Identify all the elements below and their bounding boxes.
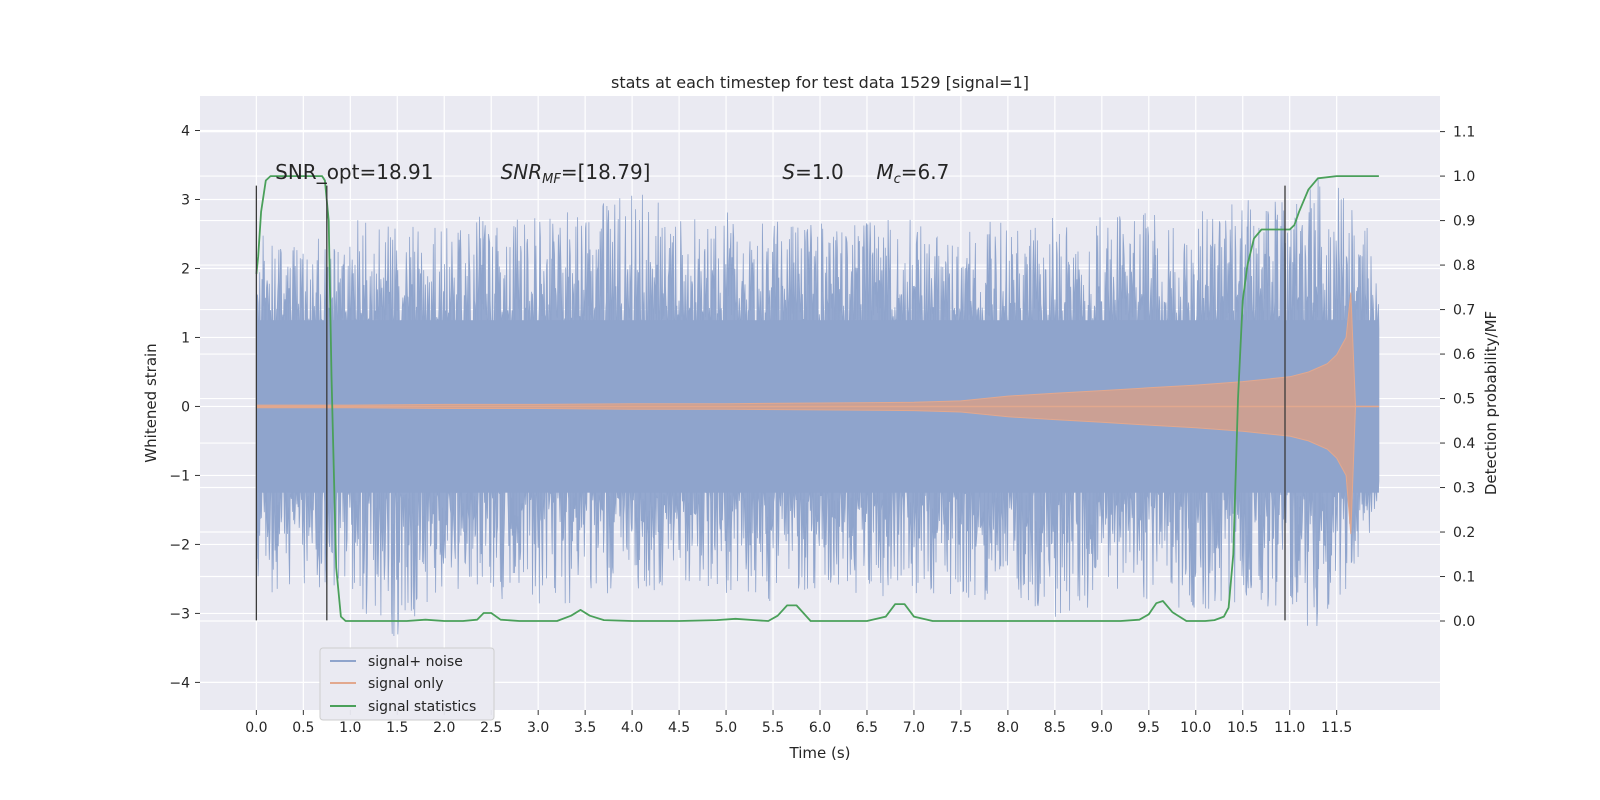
x-tick-label: 7.0 xyxy=(903,720,925,736)
y-right-axis-title: Detection probability/MF xyxy=(1482,311,1500,495)
y-tick-label: −3 xyxy=(169,606,190,622)
annotations: SNR_opt=18.91 SNRMF=[18.79] S=1.0 Mc=6.7 xyxy=(275,160,949,187)
x-tick-label: 10.0 xyxy=(1180,720,1211,736)
annotation-symbol: S xyxy=(782,160,795,184)
x-tick-label: 5.5 xyxy=(762,720,784,736)
x-tick-label: 6.5 xyxy=(856,720,878,736)
y-tick-label: −4 xyxy=(169,675,190,691)
x-tick-label: 5.0 xyxy=(715,720,737,736)
x-tick-label: 2.5 xyxy=(480,720,502,736)
annotation-value: =[18.79] xyxy=(561,160,651,184)
y-tick-label: 4 xyxy=(181,123,190,139)
x-tick-label: 8.5 xyxy=(1044,720,1066,736)
y-tick-label: −1 xyxy=(169,468,190,484)
annotation-subscript: MF xyxy=(542,172,561,187)
x-tick-label: 7.5 xyxy=(950,720,972,736)
x-tick-label: 6.0 xyxy=(809,720,831,736)
x-tick-label: 8.0 xyxy=(997,720,1019,736)
legend-label-signal-statistics: signal statistics xyxy=(368,699,476,715)
legend-box xyxy=(319,647,495,721)
x-tick-label: 11.0 xyxy=(1274,720,1305,736)
annotation-symbol: M xyxy=(876,160,893,184)
chart-title: stats at each timestep for test data 152… xyxy=(611,73,1029,92)
y-right-tick-label: 0.6 xyxy=(1453,347,1475,363)
x-tick-label: 3.5 xyxy=(574,720,596,736)
x-tick-label: 0.0 xyxy=(245,720,267,736)
y-tick-label: 2 xyxy=(181,261,190,277)
y-right-tick-label: 0.7 xyxy=(1453,303,1475,319)
y-tick-label: −2 xyxy=(169,537,190,553)
series-signal-statistics-line xyxy=(255,175,1379,622)
annotation-3: Mc=6.7 xyxy=(876,160,949,187)
y-right-tick-label: 0.0 xyxy=(1453,614,1475,630)
y-right-tick-label: 0.5 xyxy=(1453,392,1475,408)
x-tick-label: 3.0 xyxy=(527,720,549,736)
y-right-tick-label: 0.4 xyxy=(1453,436,1475,452)
x-tick-label: 2.0 xyxy=(433,720,455,736)
legend: signal+ noise signal only signal statist… xyxy=(319,647,495,721)
vertical-markers xyxy=(255,185,1286,621)
x-tick-label: 0.5 xyxy=(292,720,314,736)
y-right-tick-label: 0.1 xyxy=(1453,570,1475,586)
y-right-tick-label: 1.1 xyxy=(1453,125,1475,141)
x-tick-label: 9.5 xyxy=(1138,720,1160,736)
y-tick-label: 1 xyxy=(181,330,190,346)
series-group xyxy=(255,175,1380,637)
y-right-tick-label: 0.3 xyxy=(1453,481,1475,497)
x-tick-label: 10.5 xyxy=(1227,720,1258,736)
y-tick-label: 3 xyxy=(181,192,190,208)
annotation-2: S=1.0 xyxy=(782,160,843,184)
legend-label-signal-noise: signal+ noise xyxy=(368,654,463,670)
x-axis-title: Time (s) xyxy=(789,744,851,762)
annotation-value: =1.0 xyxy=(795,160,844,184)
annotation-subscript: c xyxy=(894,172,901,187)
y-right-tick-label: 0.8 xyxy=(1453,258,1475,274)
x-tick-label: 1.0 xyxy=(339,720,361,736)
y-tick-label: 0 xyxy=(181,399,190,415)
annotation-symbol: SNR xyxy=(501,160,543,184)
legend-label-signal-only: signal only xyxy=(368,676,443,692)
annotation-1: SNRMF=[18.79] xyxy=(501,160,651,187)
y-right-tick-label: 1.0 xyxy=(1453,169,1475,185)
axes: 0.0 0.5 1.0 1.5 2.0 2.5 3.0 3.5 4.0 4.5 5.0 5.5 6.0 6… xyxy=(169,123,1475,736)
y-right-tick-label: 0.9 xyxy=(1453,214,1475,230)
x-tick-label: 1.5 xyxy=(386,720,408,736)
y-axis-title: Whitened strain xyxy=(142,343,160,462)
x-tick-label: 4.0 xyxy=(621,720,643,736)
annotation-value: =6.7 xyxy=(901,160,950,184)
annotation-0: SNR_opt=18.91 xyxy=(275,160,433,184)
x-tick-label: 9.0 xyxy=(1091,720,1113,736)
x-tick-label: 4.5 xyxy=(668,720,690,736)
y-right-tick-label: 0.2 xyxy=(1453,525,1475,541)
x-tick-label: 11.5 xyxy=(1321,720,1352,736)
